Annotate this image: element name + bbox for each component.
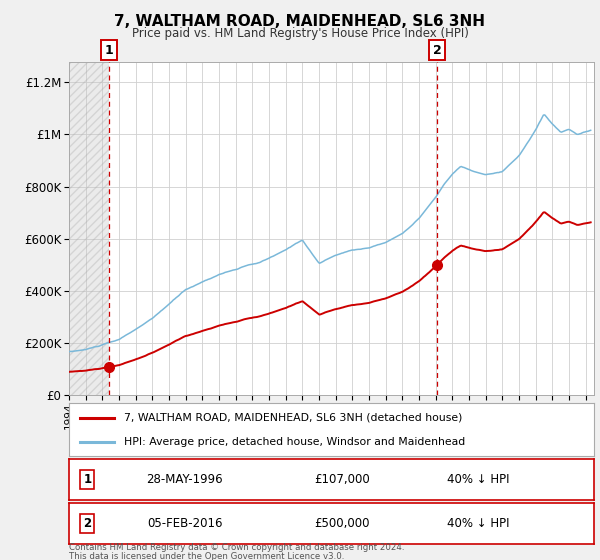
Text: This data is licensed under the Open Government Licence v3.0.: This data is licensed under the Open Gov… — [69, 552, 344, 560]
Text: 2: 2 — [433, 44, 442, 57]
Text: 05-FEB-2016: 05-FEB-2016 — [147, 517, 222, 530]
Text: 28-MAY-1996: 28-MAY-1996 — [146, 473, 223, 486]
Text: 40% ↓ HPI: 40% ↓ HPI — [447, 517, 510, 530]
Text: 7, WALTHAM ROAD, MAIDENHEAD, SL6 3NH (detached house): 7, WALTHAM ROAD, MAIDENHEAD, SL6 3NH (de… — [124, 413, 463, 423]
Text: 7, WALTHAM ROAD, MAIDENHEAD, SL6 3NH: 7, WALTHAM ROAD, MAIDENHEAD, SL6 3NH — [115, 14, 485, 29]
Text: £500,000: £500,000 — [314, 517, 370, 530]
Text: Price paid vs. HM Land Registry's House Price Index (HPI): Price paid vs. HM Land Registry's House … — [131, 27, 469, 40]
Text: 2: 2 — [83, 517, 91, 530]
Bar — [69, 62, 109, 395]
Text: Contains HM Land Registry data © Crown copyright and database right 2024.: Contains HM Land Registry data © Crown c… — [69, 543, 404, 552]
Text: 1: 1 — [105, 44, 113, 57]
Text: HPI: Average price, detached house, Windsor and Maidenhead: HPI: Average price, detached house, Wind… — [124, 437, 466, 447]
Text: 1: 1 — [83, 473, 91, 486]
Text: £107,000: £107,000 — [314, 473, 370, 486]
Text: 40% ↓ HPI: 40% ↓ HPI — [447, 473, 510, 486]
